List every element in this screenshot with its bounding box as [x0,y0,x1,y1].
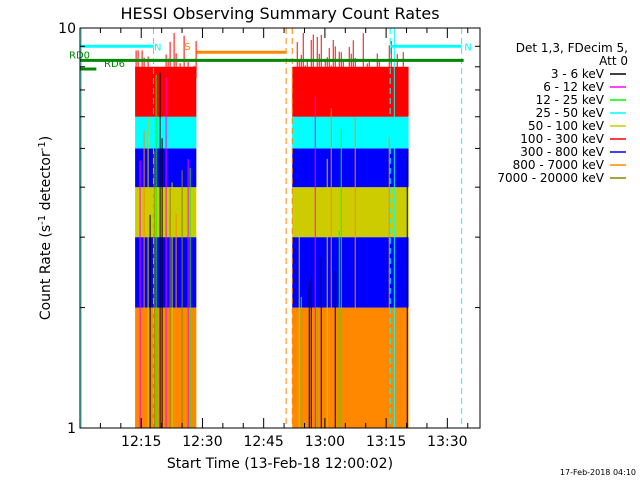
chart-title: HESSI Observing Summary Count Rates [120,4,439,23]
legend-label-8: 7000 - 20000 keV [497,171,604,185]
plot-frame [79,27,481,429]
band-1-4 [292,116,409,149]
x-tick-label-1: 12:30 [182,434,222,450]
legend-label-4: 50 - 100 keV [528,119,605,133]
y-axis-label: Count Rate (s-1 detector-1) [37,136,55,320]
x-tick-label-3: 13:00 [305,434,345,450]
interval-label-2: N [464,42,471,53]
interval-label-0: N [154,42,161,53]
footer-timestamp: 17-Feb-2018 04:10 [560,468,636,477]
legend-label-0: 3 - 6 keV [551,67,605,81]
legend-label-2: 12 - 25 keV [536,93,605,107]
x-tick-label-0: 12:15 [121,434,161,450]
legend-label-6: 300 - 800 keV [520,145,604,159]
band-1-2 [292,187,409,238]
x-tick-label-5: 13:30 [427,434,467,450]
y-tick-label-1: 10 [58,21,76,37]
legend-label-1: 6 - 12 keV [543,80,605,94]
legend-label-7: 800 - 7000 keV [513,158,605,172]
legend-header-line2: Att 0 [599,54,628,68]
x-tick-label-4: 13:15 [366,434,406,450]
band-1-3 [292,148,409,188]
y-tick-label-0: 1 [67,421,76,437]
x-tick-label-2: 12:45 [243,434,283,450]
legend-label-3: 25 - 50 keV [536,106,605,120]
range-label-1: RD6 [104,59,125,70]
legend-label-5: 100 - 300 keV [520,132,604,146]
legend-header-line1: Det 1,3, FDecim 5, [516,41,628,55]
x-axis-label: Start Time (13-Feb-18 12:00:02) [167,456,393,472]
interval-label-1: S [184,42,190,53]
